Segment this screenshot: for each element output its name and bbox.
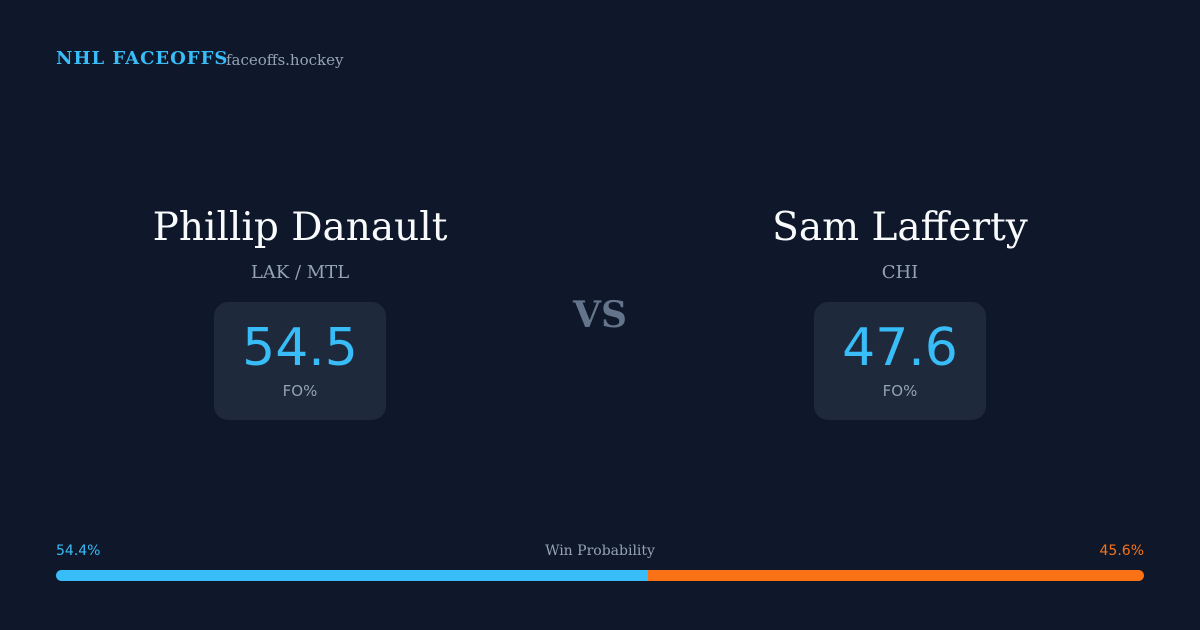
win-prob-bar [56,570,1144,581]
brand: NHL FACEOFFS [56,48,229,69]
win-prob-segment [56,570,648,581]
stat-box [814,302,986,420]
player-team: LAK / MTL [250,262,350,283]
win-prob-segment [647,570,1144,581]
fo-value: 54.5 [242,318,358,378]
fo-value: 47.6 [842,318,958,378]
vs: VS [573,294,627,336]
player-name: Phillip Danault [152,205,448,250]
stat-box [214,302,386,420]
win-prob-right: 45.6% [1099,543,1144,559]
site: faceoffs.hockey [226,51,344,69]
win-prob-left: 54.4% [56,543,101,559]
win-prob-label: Win Probability [545,543,655,559]
fo-label: FO% [282,382,318,400]
player-team: CHI [881,262,919,283]
fo-label: FO% [882,382,918,400]
player-name: Sam Lafferty [772,205,1028,250]
